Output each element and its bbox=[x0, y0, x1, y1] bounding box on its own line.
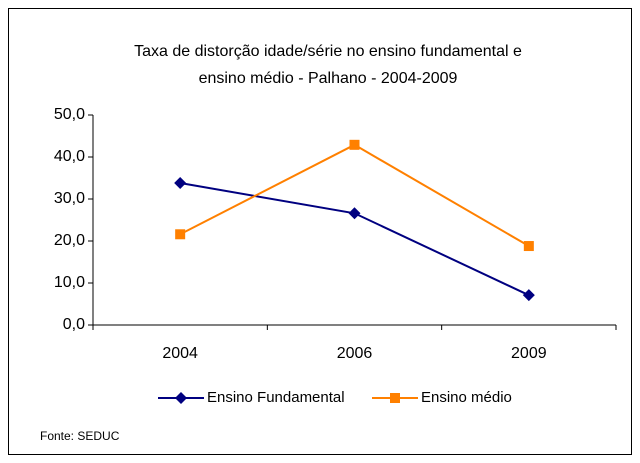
marker bbox=[349, 139, 360, 150]
x-tick-label: 2009 bbox=[511, 345, 547, 362]
legend-label: Ensino médio bbox=[421, 389, 512, 406]
chart-border bbox=[8, 8, 632, 455]
y-tick-label: 30,0 bbox=[54, 190, 85, 207]
y-tick-label: 40,0 bbox=[54, 148, 85, 165]
y-tick-label: 0,0 bbox=[63, 316, 85, 333]
x-tick-label: 2004 bbox=[162, 345, 198, 362]
legend-label: Ensino Fundamental bbox=[207, 389, 345, 406]
legend-marker bbox=[175, 392, 187, 404]
marker bbox=[523, 241, 534, 252]
source-note: Fonte: SEDUC bbox=[40, 429, 120, 443]
y-tick-label: 20,0 bbox=[54, 232, 85, 249]
marker bbox=[522, 289, 535, 302]
chart-title: Taxa de distorção idade/série no ensino … bbox=[134, 43, 522, 60]
marker bbox=[175, 229, 186, 240]
y-tick-label: 10,0 bbox=[54, 274, 85, 291]
marker bbox=[174, 177, 187, 190]
y-tick-label: 50,0 bbox=[54, 106, 85, 123]
marker bbox=[348, 207, 361, 220]
x-tick-label: 2006 bbox=[337, 345, 373, 362]
legend-marker bbox=[390, 393, 400, 403]
chart-title: ensino médio - Palhano - 2004-2009 bbox=[199, 70, 458, 87]
